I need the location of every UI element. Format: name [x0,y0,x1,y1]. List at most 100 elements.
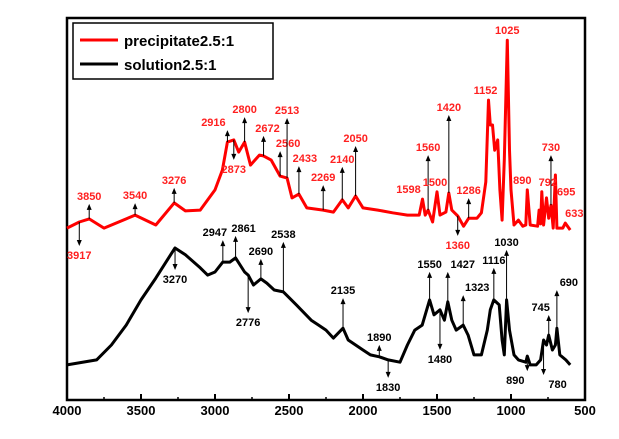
peak-label: 2873 [222,164,246,176]
peak-label: 780 [548,379,566,391]
arrow-up-icon [546,315,552,322]
legend: precipitate2.5:1 solution2.5:1 [72,22,274,80]
peak-label: 3850 [77,191,101,203]
peak-label: 2538 [271,229,295,241]
arrow-up-icon [284,118,290,125]
arrow-up-icon [320,185,326,192]
peak-label: 2513 [275,105,299,117]
peak-label: 1427 [451,259,475,271]
peak-label: 3917 [67,250,91,262]
arrow-up-icon [296,166,302,173]
arrow-up-icon [504,249,510,256]
peak-label: 3270 [163,274,187,286]
peak-label: 1480 [428,354,452,366]
x-tick-label: 1000 [497,403,526,418]
arrow-up-icon [376,344,382,351]
peak-label: 1152 [474,85,498,97]
arrow-down-icon [385,371,391,378]
x-tick-label: 2000 [349,403,378,418]
peak-label: 1550 [417,259,441,271]
peak-label: 1560 [416,142,440,154]
peak-annotations: 3917 3850 3540 3276 2916 2873 2800 2672 2560 2513… [67,25,583,394]
arrow-up-icon [554,290,560,297]
peak-label: 1500 [423,177,447,189]
arrow-up-icon [445,271,451,278]
peak-label: 1598 [396,184,420,196]
peak-label: 2690 [249,246,273,258]
peak-label: 2861 [231,223,255,235]
peak-label: 1890 [367,332,391,344]
x-tick-label: 4000 [53,403,82,418]
arrow-down-icon [231,153,237,160]
arrow-up-icon [446,114,452,121]
peak-label: 1116 [482,255,505,267]
arrow-down-icon [76,239,82,246]
x-tick-label: 3000 [201,403,230,418]
arrow-up-icon [466,198,472,205]
peak-label: 2776 [236,317,260,329]
legend-label-precipitate: precipitate2.5:1 [124,33,234,50]
arrow-up-icon [132,203,138,210]
arrow-up-icon [261,135,267,142]
peak-label: 2269 [311,172,335,184]
peak-label: 3276 [162,175,186,187]
peak-label: 2916 [201,117,225,129]
arrow-up-icon [425,155,431,162]
x-axis: 4000 3500 3000 2500 2000 1500 1000 500 [53,394,596,418]
peak-label: 2672 [255,123,279,135]
peak-label: 2135 [331,285,355,297]
arrow-up-icon [340,298,346,305]
peak-label: 2800 [232,104,256,116]
series-line-solution [66,246,572,367]
peak-label: 633 [565,208,583,220]
peak-label: 1030 [494,237,518,249]
peak-label: 690 [560,277,578,289]
legend-box [72,22,274,80]
peak-label: 1286 [456,185,480,197]
peak-label: 1323 [465,282,489,294]
arrow-up-icon [277,151,283,158]
arrow-down-icon [524,365,530,372]
arrow-up-icon [460,295,466,302]
arrow-up-icon [233,235,239,242]
x-tick-label: 500 [574,403,596,418]
series-line-precipitate [66,38,572,231]
peak-label: 1025 [495,25,519,37]
peak-label: 2050 [343,133,367,145]
arrow-up-icon [242,117,248,124]
arrow-up-icon [353,146,359,153]
x-tick-label: 2500 [275,403,304,418]
x-tick-label: 1500 [423,403,452,418]
peak-label: 2947 [203,227,227,239]
peak-label: 890 [513,175,531,187]
peak-label: 1360 [445,240,469,252]
x-tick-label: 3500 [127,403,156,418]
arrow-up-icon [427,271,433,278]
arrow-up-icon [220,240,226,247]
peak-label: 730 [542,142,560,154]
arrow-up-icon [280,241,286,248]
peak-label: 792 [539,177,557,189]
arrow-down-icon [541,369,547,376]
arrow-down-icon [245,307,251,314]
peak-label: 3540 [123,190,147,202]
arrow-down-icon [437,343,443,350]
arrow-up-icon [86,203,92,210]
spectra [66,38,572,367]
peak-label: 745 [532,302,550,314]
arrow-up-icon [258,258,264,265]
arrow-down-icon [455,229,461,236]
arrow-up-icon [548,155,554,162]
legend-label-solution: solution2.5:1 [124,57,217,74]
arrow-down-icon [172,263,178,270]
arrow-up-icon [339,166,345,173]
peak-label: 1830 [376,382,400,394]
peak-label: 1420 [437,102,461,114]
peak-label: 2560 [276,138,300,150]
arrow-up-icon [224,130,230,137]
peak-label: 2433 [293,153,317,165]
peak-label: 695 [557,187,575,199]
peak-label: 890 [506,375,524,387]
arrow-up-icon [491,267,497,274]
